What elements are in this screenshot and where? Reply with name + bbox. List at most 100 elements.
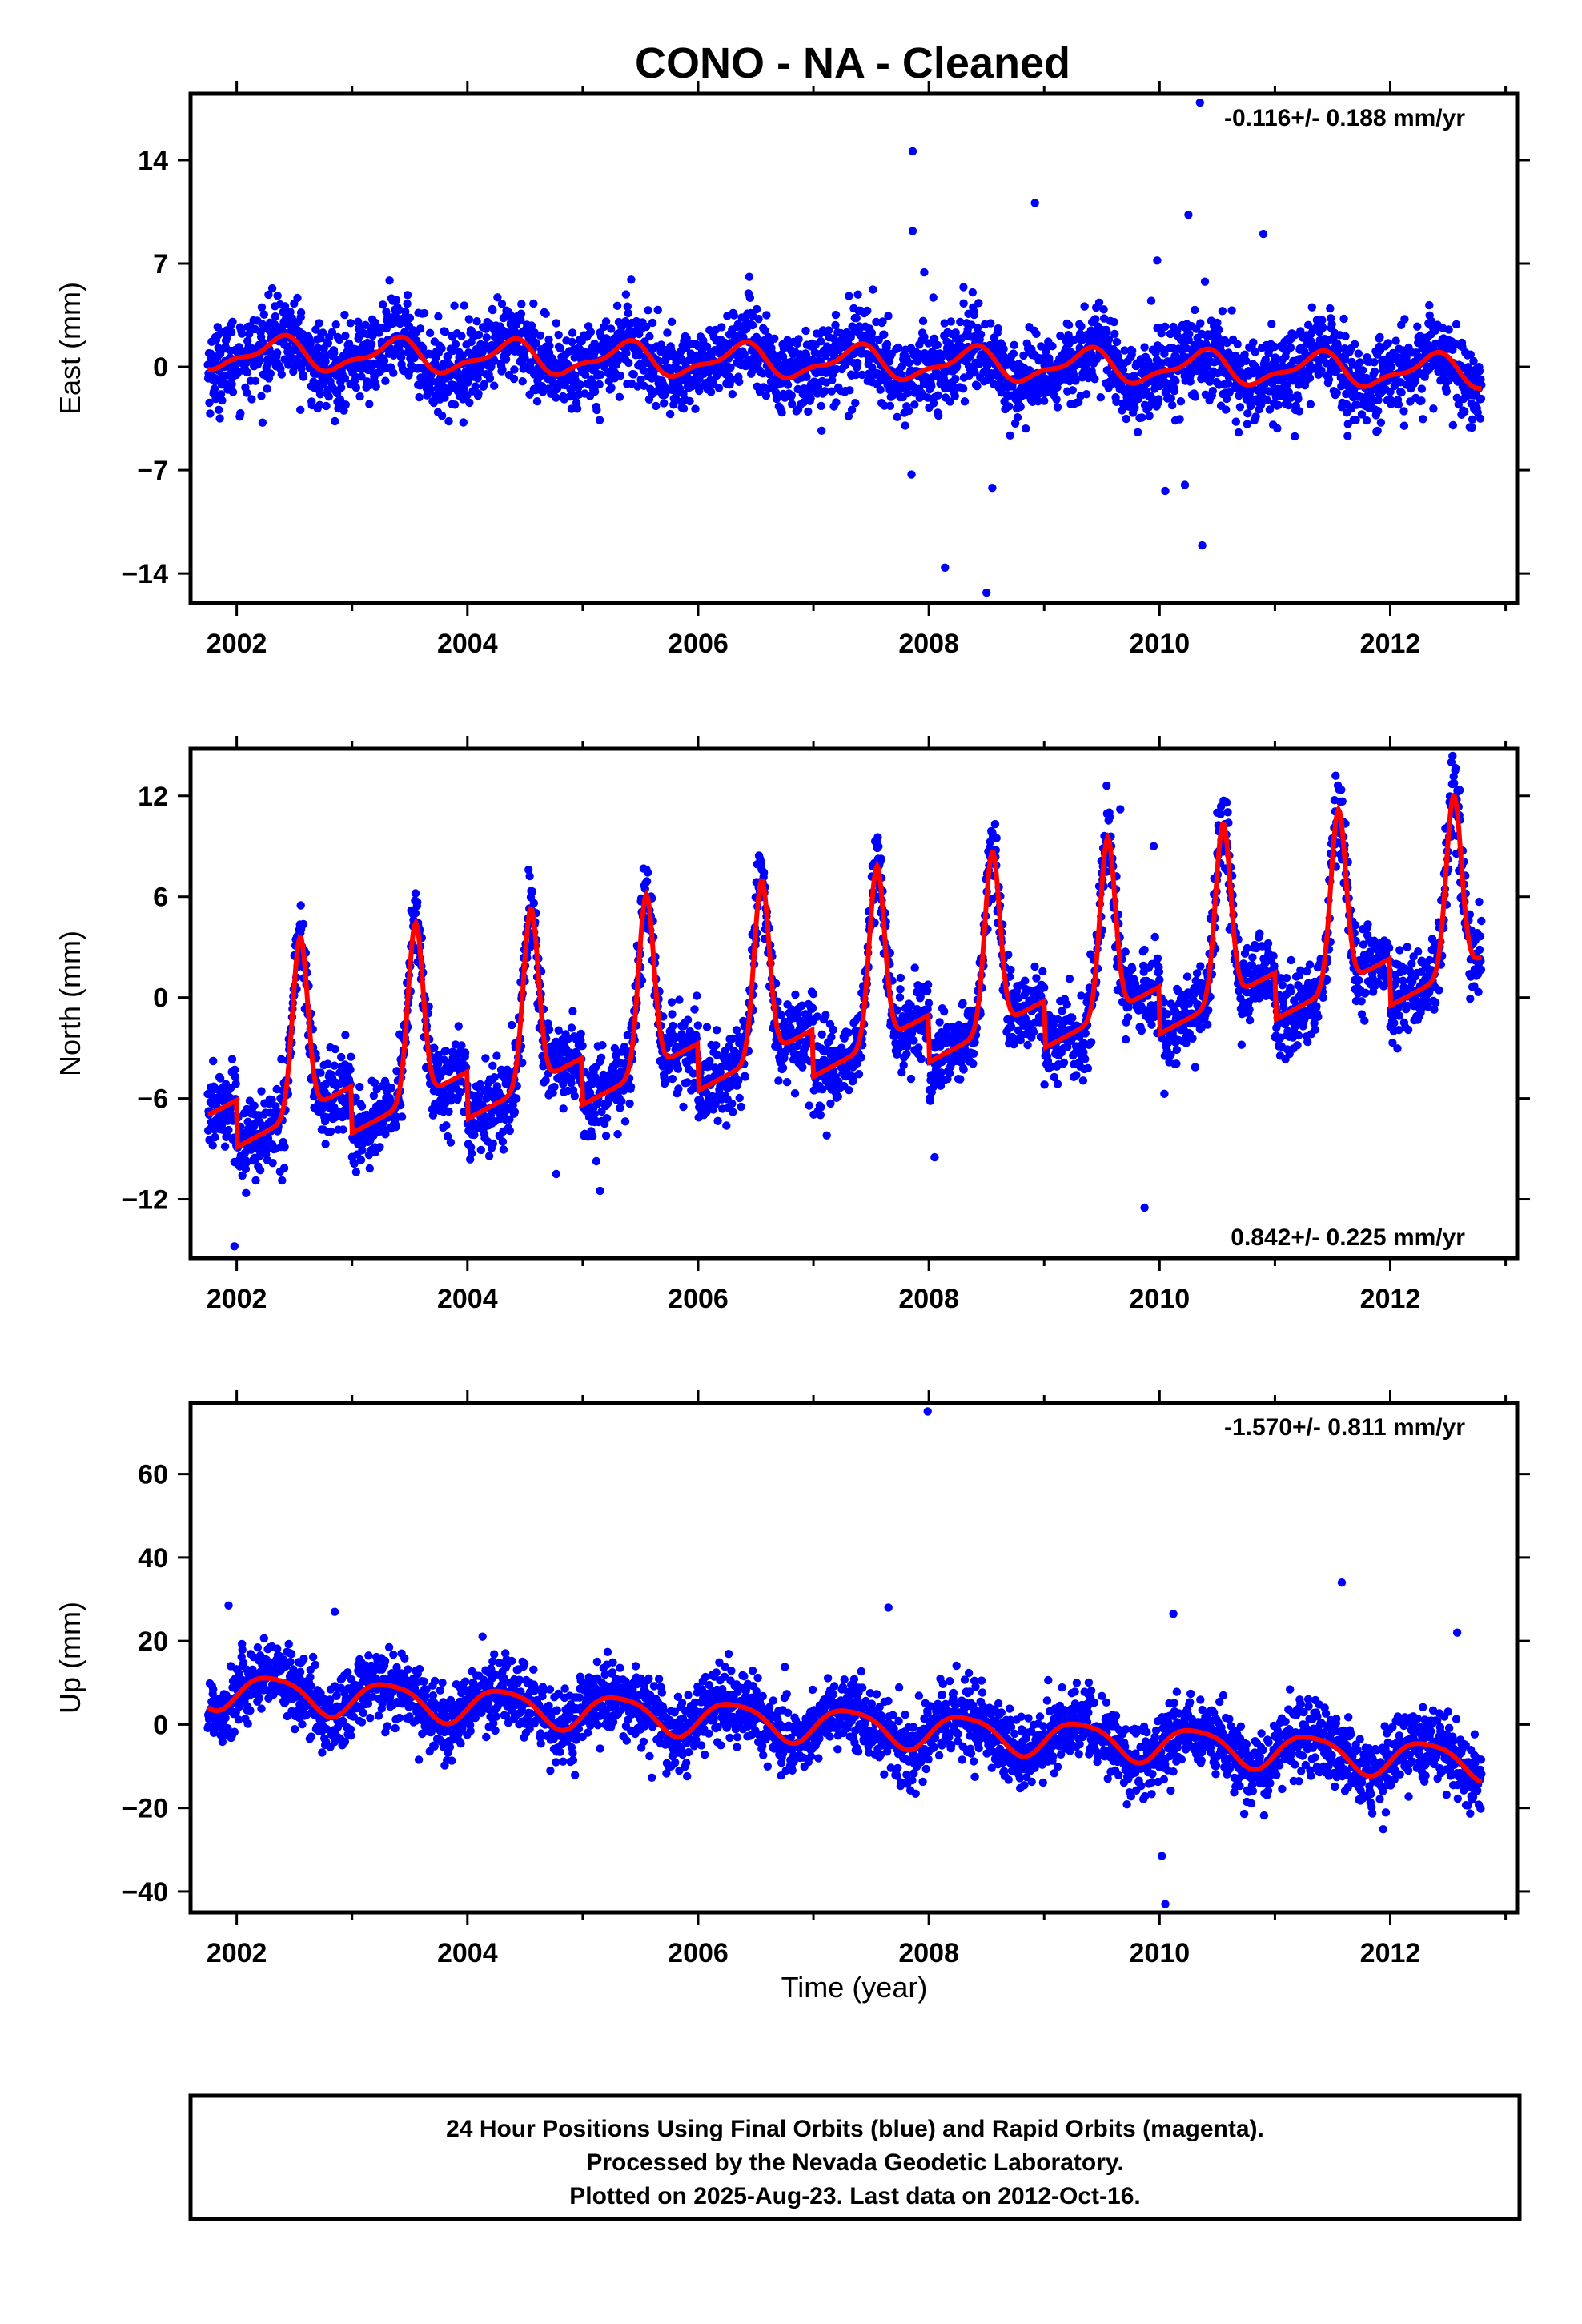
data-point (1397, 388, 1406, 397)
data-point (777, 408, 786, 417)
data-point (247, 1145, 255, 1155)
data-point (596, 370, 605, 379)
data-point (277, 1055, 286, 1063)
data-point (527, 321, 536, 330)
data-point (559, 1104, 568, 1113)
outlier-point (1180, 480, 1190, 489)
data-point (675, 995, 684, 1004)
data-point (1154, 395, 1163, 404)
data-point (1425, 300, 1434, 310)
data-point (1263, 396, 1271, 404)
data-point (1157, 329, 1166, 338)
data-point (817, 426, 826, 435)
data-point (460, 1048, 470, 1057)
data-point (1175, 415, 1184, 424)
data-point (1110, 329, 1119, 339)
data-point (331, 1044, 339, 1054)
data-point (411, 909, 420, 918)
data-point (869, 285, 877, 294)
data-point (379, 356, 389, 365)
data-point (1006, 431, 1014, 440)
data-point (868, 363, 877, 372)
data-point (457, 1041, 466, 1050)
outlier-point (908, 227, 917, 235)
data-point (576, 380, 584, 389)
data-point (1351, 416, 1360, 424)
data-point (430, 1043, 439, 1052)
data-point (745, 293, 754, 302)
x-tick-label: 2004 (437, 629, 498, 659)
data-point (442, 1121, 451, 1130)
data-point (946, 317, 955, 326)
data-point (361, 320, 370, 329)
data-point (1444, 325, 1453, 334)
data-point (640, 381, 648, 390)
data-point (474, 330, 484, 340)
data-point (741, 1072, 749, 1081)
data-point (1160, 349, 1169, 358)
data-point (999, 344, 1008, 353)
data-point (341, 332, 350, 340)
data-point (211, 1132, 219, 1142)
data-point (498, 365, 507, 374)
data-point (667, 317, 677, 326)
data-point (488, 1061, 497, 1071)
data-point (1170, 386, 1179, 396)
data-point (613, 1130, 622, 1139)
data-point (1352, 400, 1361, 409)
data-point (1208, 387, 1218, 396)
data-point (322, 401, 331, 411)
data-point (759, 868, 769, 877)
data-point (443, 352, 452, 361)
data-point (578, 1041, 587, 1051)
data-point (536, 331, 544, 340)
data-point (215, 1074, 225, 1083)
data-point (470, 1130, 479, 1140)
data-point (1009, 349, 1018, 358)
data-point (255, 356, 264, 364)
data-point (624, 308, 632, 318)
data-point (315, 319, 323, 328)
data-point (456, 1088, 464, 1097)
data-point (271, 1102, 280, 1111)
outlier-point (907, 470, 916, 479)
data-point (674, 1084, 683, 1093)
data-point (601, 317, 611, 326)
data-point (570, 1092, 579, 1100)
data-point (1166, 329, 1175, 339)
data-point (242, 1188, 251, 1198)
data-point (1171, 376, 1180, 385)
data-point (241, 1164, 251, 1174)
data-point (385, 276, 394, 285)
data-point (1343, 432, 1352, 440)
data-point (601, 1132, 611, 1140)
data-point (216, 390, 226, 399)
data-point (695, 386, 704, 396)
outlier-point (941, 563, 950, 572)
data-point (516, 309, 526, 318)
data-point (624, 358, 633, 368)
data-point (951, 375, 960, 384)
data-point (321, 1140, 330, 1148)
data-point (262, 1145, 271, 1154)
data-point (679, 404, 689, 413)
data-point (994, 324, 1002, 333)
data-point (1374, 396, 1383, 404)
data-point (1068, 386, 1077, 395)
east-y-axis-label: East (mm) (54, 282, 86, 415)
data-point (974, 299, 983, 308)
data-point (636, 375, 645, 384)
outlier-point (908, 147, 917, 156)
data-point (1454, 400, 1464, 409)
data-point (451, 340, 460, 348)
data-point (576, 1029, 585, 1039)
data-point (357, 1102, 367, 1111)
data-point (1146, 296, 1156, 305)
data-point (258, 418, 267, 427)
data-point (924, 339, 933, 348)
data-point (753, 304, 761, 314)
data-point (396, 353, 406, 362)
data-point (713, 1116, 722, 1126)
data-point (1394, 400, 1403, 409)
data-point (863, 306, 872, 316)
